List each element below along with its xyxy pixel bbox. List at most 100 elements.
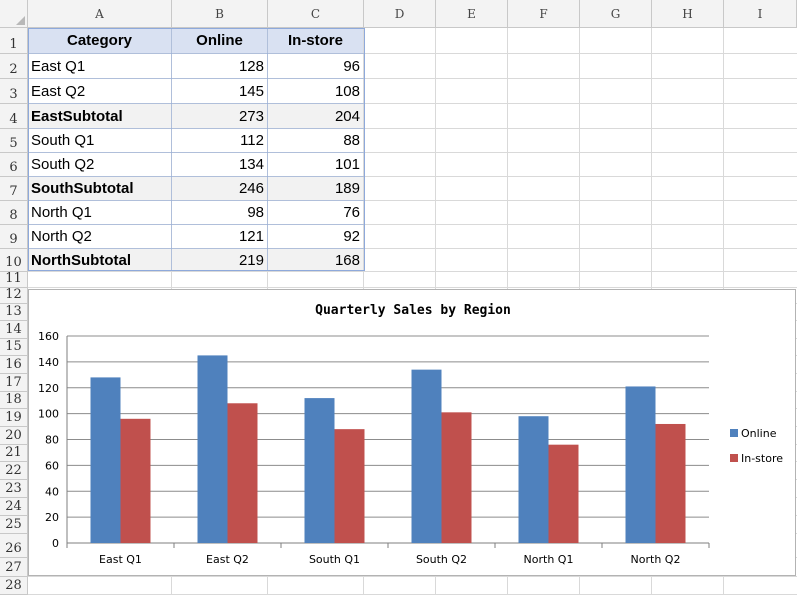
- row-header-23[interactable]: 23: [0, 480, 28, 498]
- header-cell-category[interactable]: Category: [28, 28, 171, 53]
- online-cell[interactable]: 246: [172, 177, 267, 200]
- row-header-15[interactable]: 15: [0, 339, 28, 356]
- row-header-26[interactable]: 26: [0, 534, 28, 558]
- instore-cell[interactable]: 88: [343, 132, 360, 149]
- row-header-6[interactable]: 6: [0, 153, 28, 177]
- category-cell[interactable]: South Q2: [31, 156, 95, 173]
- online-cell[interactable]: 112: [240, 132, 264, 149]
- row-header-28[interactable]: 28: [0, 577, 28, 595]
- online-bar-south-q2: [411, 369, 442, 543]
- row-gridline: [28, 53, 797, 54]
- row-gridline: [28, 128, 797, 129]
- category-cell[interactable]: East Q1: [31, 57, 86, 75]
- row-header-21[interactable]: 21: [0, 445, 28, 462]
- y-tick-label: 0: [52, 537, 59, 550]
- column-header-e[interactable]: E: [436, 0, 508, 28]
- row-header-17[interactable]: 17: [0, 374, 28, 392]
- legend-swatch-online: [730, 429, 738, 437]
- row-header-1[interactable]: 1: [0, 28, 28, 54]
- column-header-d[interactable]: D: [364, 0, 436, 28]
- row-header-24[interactable]: 24: [0, 498, 28, 516]
- category-cell[interactable]: South Q1: [31, 132, 95, 149]
- column-header-f[interactable]: F: [508, 0, 580, 28]
- category-cell[interactable]: NorthSubtotal: [28, 249, 171, 271]
- instore-cell[interactable]: 204: [268, 104, 363, 128]
- instore-cell[interactable]: 76: [343, 204, 360, 221]
- column-header-b[interactable]: B: [172, 0, 268, 28]
- row-header-22[interactable]: 22: [0, 462, 28, 480]
- row-header-19[interactable]: 19: [0, 409, 28, 427]
- column-header-a[interactable]: A: [28, 0, 172, 28]
- table-border: [28, 28, 365, 29]
- row-header-2[interactable]: 2: [0, 54, 28, 79]
- row-header-11[interactable]: 11: [0, 271, 28, 288]
- header-cell-online[interactable]: Online: [172, 28, 267, 53]
- column-header-c[interactable]: C: [268, 0, 364, 28]
- category-cell[interactable]: North Q2: [31, 228, 92, 245]
- x-tick-label: East Q2: [206, 553, 249, 566]
- row-header-8[interactable]: 8: [0, 201, 28, 225]
- table-row-line: [28, 53, 365, 54]
- table-row-line: [28, 103, 365, 104]
- online-bar-east-q2: [197, 355, 228, 543]
- legend-label-online: Online: [741, 427, 777, 440]
- header-cell-in-store[interactable]: In-store: [268, 28, 363, 53]
- row-gridline: [28, 152, 797, 153]
- online-cell[interactable]: 98: [247, 204, 264, 221]
- table-row-line: [28, 152, 365, 153]
- y-tick-label: 120: [38, 382, 59, 395]
- online-bar-east-q1: [90, 377, 121, 543]
- table-row-line: [28, 224, 365, 225]
- row-header-5[interactable]: 5: [0, 129, 28, 153]
- select-all-button[interactable]: [0, 0, 28, 28]
- chart-title: Quarterly Sales by Region: [315, 303, 511, 318]
- category-cell[interactable]: EastSubtotal: [28, 104, 171, 128]
- row-gridline: [28, 200, 797, 201]
- y-tick-label: 80: [45, 434, 59, 447]
- row-header-14[interactable]: 14: [0, 321, 28, 339]
- row-header-20[interactable]: 20: [0, 427, 28, 445]
- online-cell[interactable]: 145: [238, 82, 264, 100]
- instore-cell[interactable]: 168: [268, 249, 363, 271]
- category-cell[interactable]: East Q2: [31, 82, 86, 100]
- x-tick-label: South Q1: [309, 553, 360, 566]
- online-cell[interactable]: 134: [238, 156, 264, 173]
- row-header-27[interactable]: 27: [0, 558, 28, 577]
- online-cell[interactable]: 273: [172, 104, 267, 128]
- x-tick-label: South Q2: [416, 553, 467, 566]
- instore-cell[interactable]: 96: [343, 57, 360, 75]
- instore-cell[interactable]: 101: [334, 156, 360, 173]
- row-header-4[interactable]: 4: [0, 104, 28, 129]
- instore-cell[interactable]: 92: [343, 228, 360, 245]
- column-header-i[interactable]: I: [724, 0, 797, 28]
- online-cell[interactable]: 128: [238, 57, 264, 75]
- row-header-13[interactable]: 13: [0, 304, 28, 321]
- row-header-7[interactable]: 7: [0, 177, 28, 201]
- row-header-3[interactable]: 3: [0, 79, 28, 104]
- row-header-9[interactable]: 9: [0, 225, 28, 249]
- y-tick-label: 40: [45, 485, 59, 498]
- row-gridline: [28, 271, 797, 272]
- y-tick-label: 160: [38, 330, 59, 343]
- row-header-10[interactable]: 10: [0, 249, 28, 272]
- category-cell[interactable]: SouthSubtotal: [28, 177, 171, 200]
- row-gridline: [28, 224, 797, 225]
- row-header-18[interactable]: 18: [0, 392, 28, 409]
- x-tick-label: North Q1: [524, 553, 574, 566]
- row-header-12[interactable]: 12: [0, 287, 28, 304]
- chart[interactable]: Quarterly Sales by Region 0 20 40 60 80 100 120…: [28, 289, 796, 576]
- category-cell[interactable]: North Q1: [31, 204, 92, 221]
- column-header-g[interactable]: G: [580, 0, 652, 28]
- table-row-line: [28, 176, 365, 177]
- row-header-16[interactable]: 16: [0, 356, 28, 374]
- row-header-25[interactable]: 25: [0, 516, 28, 534]
- table-row-line: [28, 128, 365, 129]
- instore-cell[interactable]: 108: [334, 82, 360, 100]
- online-cell[interactable]: 219: [172, 249, 267, 271]
- legend-label-instore: In-store: [741, 452, 783, 465]
- table-border: [28, 28, 29, 271]
- online-cell[interactable]: 121: [238, 228, 264, 245]
- column-header-h[interactable]: H: [652, 0, 724, 28]
- table-border: [364, 28, 365, 271]
- instore-cell[interactable]: 189: [268, 177, 363, 200]
